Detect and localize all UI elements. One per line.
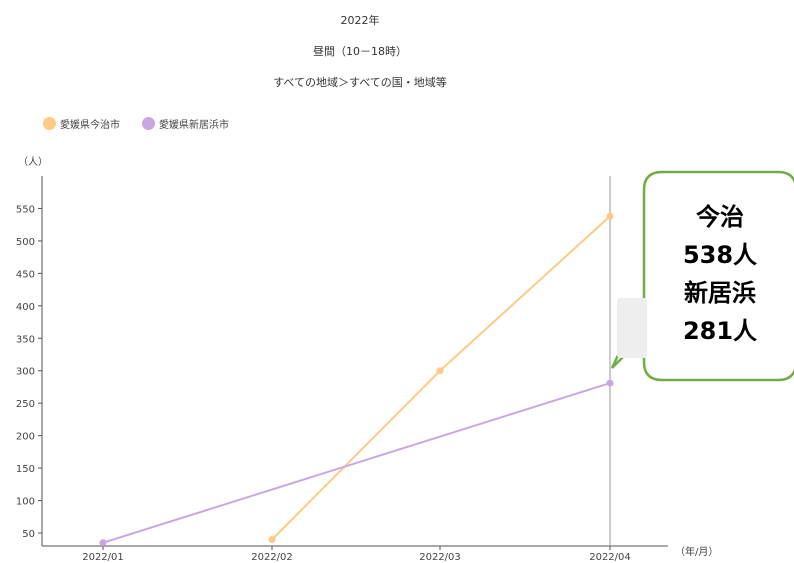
callout-text: 今治 538人 新居浜 281人 bbox=[648, 198, 792, 350]
y-tick-label: 100 bbox=[16, 497, 35, 508]
y-tick-label: 300 bbox=[16, 367, 35, 378]
y-tick-label: 400 bbox=[16, 302, 35, 313]
x-axis-label: （年/月） bbox=[675, 545, 718, 558]
legend-label: 愛媛県新居浜市 bbox=[159, 120, 229, 131]
x-tick-label: 2022/03 bbox=[419, 552, 461, 563]
y-tick-label: 250 bbox=[16, 399, 35, 410]
callout-line: 538人 bbox=[682, 241, 758, 269]
legend-dot-icon bbox=[142, 117, 155, 130]
y-tick-label: 50 bbox=[22, 529, 35, 540]
data-point[interactable] bbox=[606, 212, 614, 220]
chart-filter-path: すべての地域＞すべての国・地域等 bbox=[273, 76, 447, 89]
y-tick-label: 550 bbox=[16, 204, 35, 215]
series-line-0 bbox=[271, 215, 611, 541]
x-tick-label: 2022/01 bbox=[82, 552, 124, 563]
x-tick-label: 2022/02 bbox=[251, 552, 293, 563]
y-tick-label: 500 bbox=[16, 237, 35, 248]
callout-line: 新居浜 bbox=[684, 279, 756, 307]
data-point[interactable] bbox=[436, 367, 444, 375]
data-point[interactable] bbox=[99, 539, 107, 547]
legend: 愛媛県今治市 愛媛県新居浜市 bbox=[43, 116, 229, 131]
data-point[interactable] bbox=[606, 379, 614, 387]
series-line-1 bbox=[102, 382, 611, 544]
callout-line: 今治 bbox=[696, 203, 744, 231]
x-tick-label: 2022/04 bbox=[589, 552, 631, 563]
tooltip-fragment bbox=[617, 298, 647, 358]
y-tick-label: 150 bbox=[16, 464, 35, 475]
y-tick-label: 450 bbox=[16, 269, 35, 280]
legend-label: 愛媛県今治市 bbox=[60, 120, 120, 131]
callout-bubble bbox=[610, 170, 794, 382]
y-axis-label: （人） bbox=[18, 156, 48, 168]
callout-line: 281人 bbox=[682, 317, 758, 345]
legend-item-imabari[interactable]: 愛媛県今治市 bbox=[43, 116, 120, 131]
data-point[interactable] bbox=[268, 536, 276, 544]
chart-subtitle: 昼間（10－18時） bbox=[313, 45, 407, 58]
legend-item-niihama[interactable]: 愛媛県新居浜市 bbox=[142, 116, 229, 131]
y-tick-label: 200 bbox=[16, 432, 35, 443]
y-tick-label: 350 bbox=[16, 334, 35, 345]
legend-dot-icon bbox=[43, 117, 56, 130]
chart-title: 2022年 bbox=[340, 14, 380, 27]
